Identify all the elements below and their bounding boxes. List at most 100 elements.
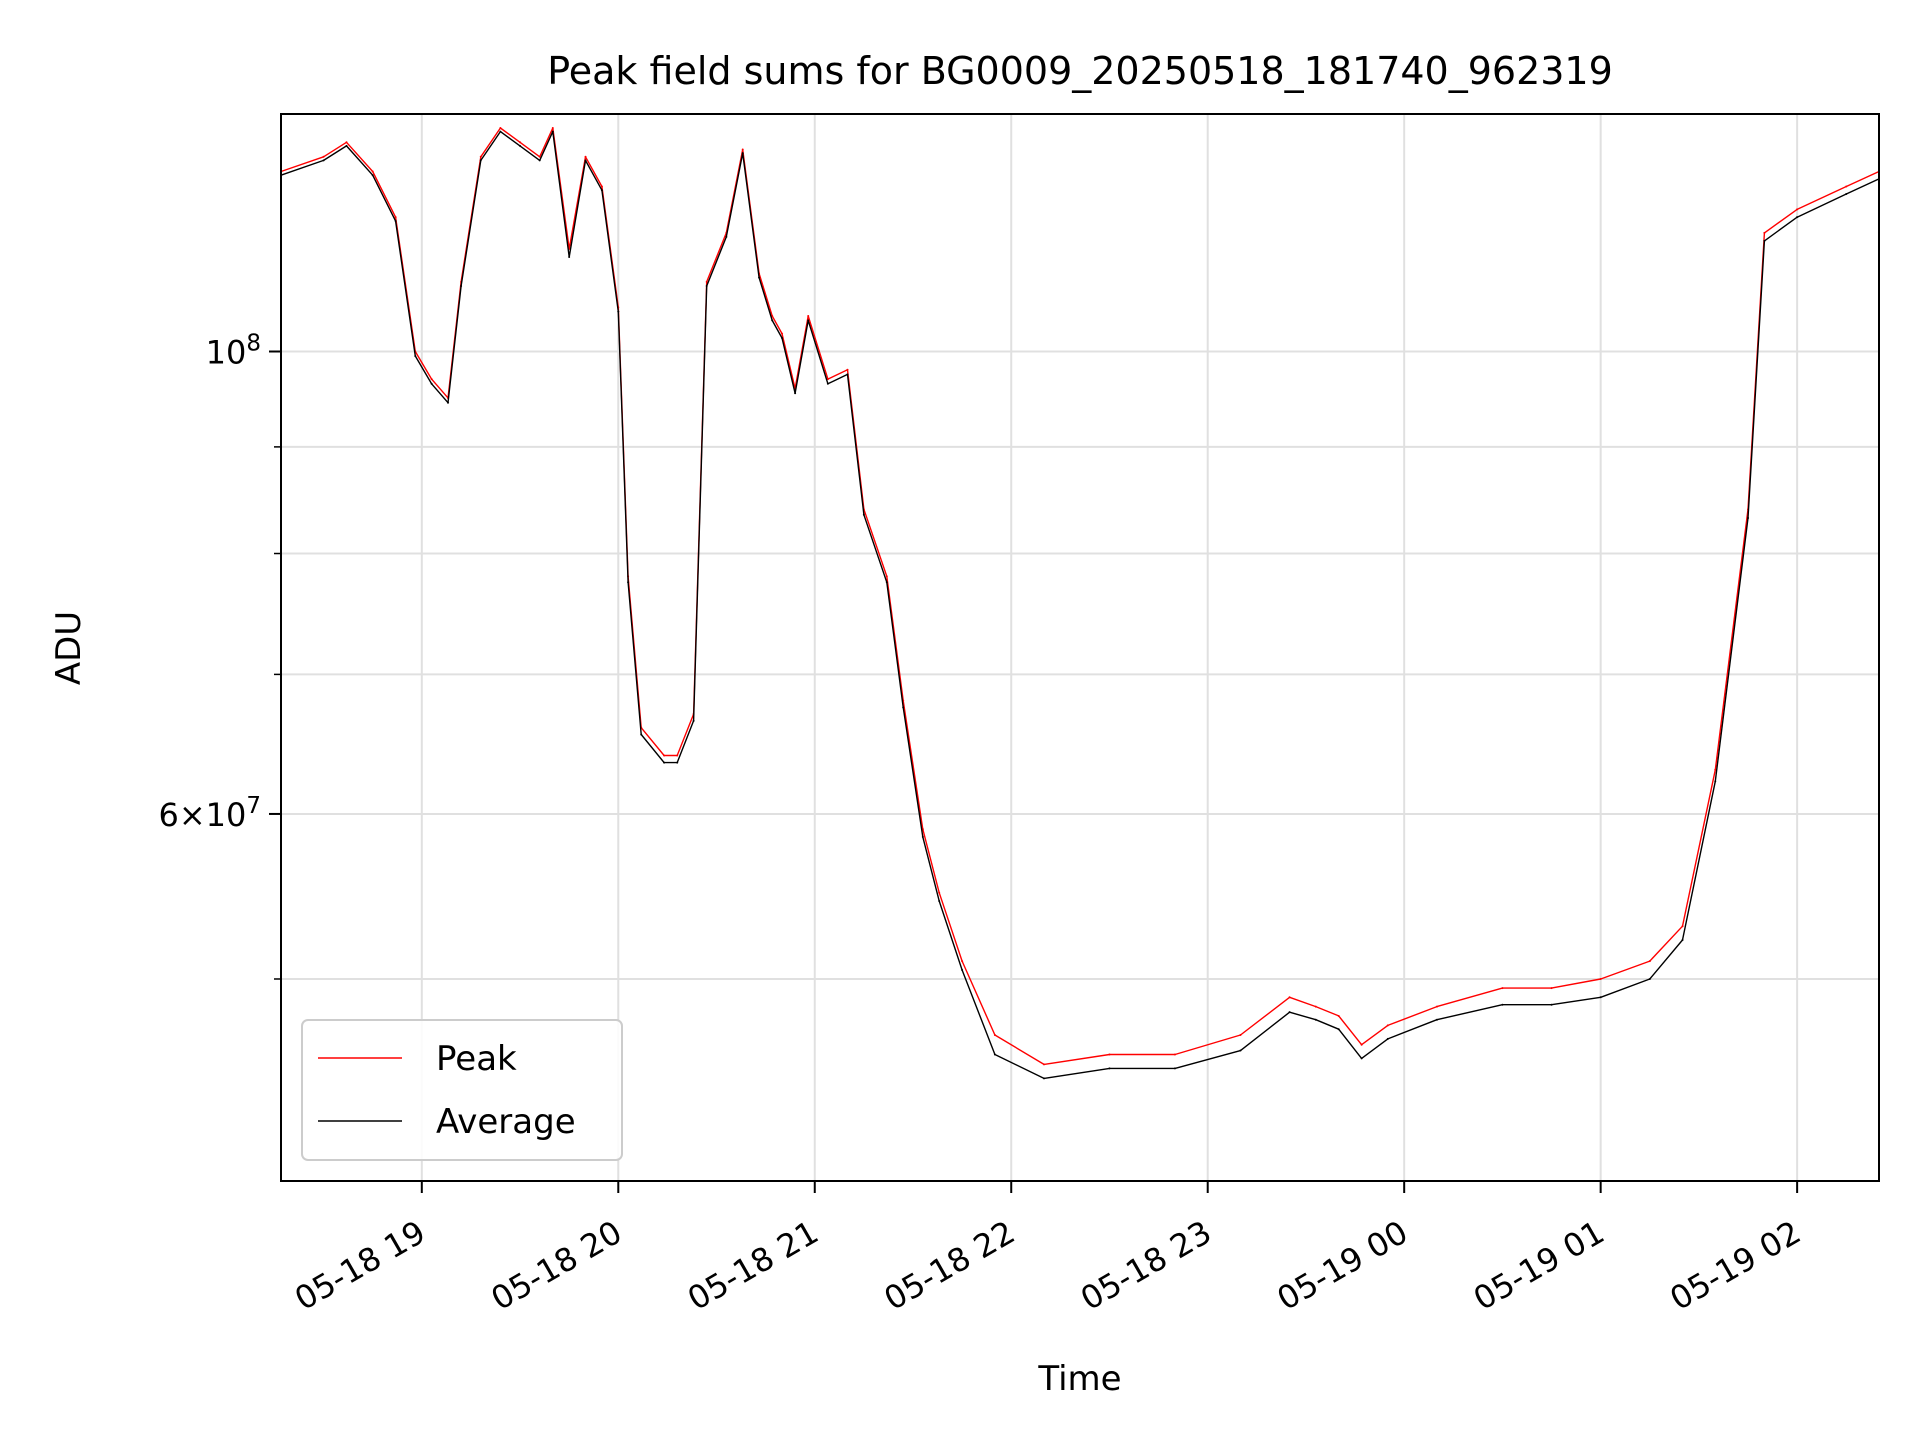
data-point-average <box>1173 1067 1176 1070</box>
data-point-average <box>1386 1037 1389 1040</box>
data-point-average <box>1314 1018 1317 1021</box>
data-point-peak <box>1337 1014 1340 1017</box>
data-point-peak <box>961 960 964 963</box>
data-point-peak <box>600 185 603 188</box>
data-point-peak <box>1108 1053 1111 1056</box>
data-point-peak <box>663 754 666 757</box>
data-point-peak <box>1360 1043 1363 1046</box>
data-point-average <box>938 899 941 902</box>
data-point-average <box>568 256 571 259</box>
data-point-average <box>1288 1011 1291 1014</box>
data-point-average <box>345 144 348 147</box>
data-point-peak <box>826 378 829 381</box>
data-point-average <box>600 189 603 192</box>
data-point-average <box>1239 1049 1242 1052</box>
y-axis-title: ADU <box>49 611 89 685</box>
y-tick-label: 108 <box>206 331 261 372</box>
data-point-average <box>394 220 397 223</box>
data-point-peak <box>938 891 941 894</box>
data-point-average <box>322 159 325 162</box>
legend-label-average: Average <box>436 1102 576 1142</box>
data-point-average <box>371 174 374 177</box>
data-point-average <box>584 159 587 162</box>
data-point-average <box>921 835 924 838</box>
data-point-average <box>640 733 643 736</box>
data-point-peak <box>676 754 679 757</box>
data-point-average <box>826 382 829 385</box>
data-point-peak <box>519 141 522 144</box>
data-point-average <box>538 159 541 162</box>
legend-label-peak: Peak <box>436 1039 517 1079</box>
data-point-average <box>794 392 797 395</box>
data-point-average <box>961 968 964 971</box>
chart-title: Peak field sums for BG0009_20250518_1817… <box>547 49 1613 93</box>
data-point-average <box>1763 239 1766 242</box>
data-point-peak <box>885 575 888 578</box>
data-point-peak <box>1845 185 1848 188</box>
data-point-peak <box>345 141 348 144</box>
data-point-average <box>1599 996 1602 999</box>
data-point-peak <box>1648 960 1651 963</box>
y-axis: 108 6×107 <box>158 331 281 980</box>
data-point-peak <box>1501 987 1504 990</box>
data-point-peak <box>1173 1053 1176 1056</box>
data-point-peak <box>479 155 482 158</box>
data-point-average <box>705 285 708 288</box>
data-point-peak <box>1042 1063 1045 1066</box>
grid <box>281 114 1879 1181</box>
data-point-peak <box>1763 231 1766 234</box>
data-point-average <box>479 159 482 162</box>
data-point-average <box>676 761 679 764</box>
data-point-peak <box>741 148 744 151</box>
data-point-average <box>1747 517 1750 520</box>
data-point-peak <box>499 127 502 130</box>
data-point-peak <box>371 170 374 173</box>
data-point-peak <box>322 155 325 158</box>
data-point-peak <box>993 1034 996 1037</box>
data-point-average <box>627 581 630 584</box>
data-point-average <box>1501 1003 1504 1006</box>
legend-box <box>301 1019 623 1161</box>
data-point-average <box>725 235 728 238</box>
data-point-average <box>1435 1018 1438 1021</box>
data-point-average <box>551 130 554 133</box>
data-point-average <box>1550 1003 1553 1006</box>
plot-frame <box>280 113 1880 1182</box>
data-point-peak <box>1435 1005 1438 1008</box>
data-point-average <box>447 401 450 404</box>
data-point-peak <box>1599 977 1602 980</box>
data-point-average <box>414 355 417 358</box>
data-point-peak <box>705 280 708 283</box>
data-point-average <box>460 285 463 288</box>
data-point-average <box>741 152 744 155</box>
data-point-average <box>692 719 695 722</box>
data-point-peak <box>584 155 587 158</box>
data-point-average <box>1796 216 1799 219</box>
data-point-peak <box>1386 1024 1389 1027</box>
y-tick-label: 6×107 <box>158 793 261 834</box>
data-point-peak <box>1239 1034 1242 1037</box>
data-point-average <box>1337 1028 1340 1031</box>
data-point-average <box>885 581 888 584</box>
data-point-average <box>758 276 761 279</box>
data-point-average <box>1648 977 1651 980</box>
data-point-peak <box>1314 1005 1317 1008</box>
data-point-average <box>499 130 502 133</box>
data-point-average <box>781 337 784 340</box>
data-point-average <box>430 382 433 385</box>
data-point-average <box>862 513 865 516</box>
data-point-peak <box>807 315 810 318</box>
x-axis-title: Time <box>1037 1359 1121 1399</box>
data-point-average <box>771 319 774 322</box>
data-point-average <box>519 144 522 147</box>
data-point-average <box>1845 193 1848 196</box>
data-point-average <box>807 319 810 322</box>
data-point-average <box>846 373 849 376</box>
data-point-peak <box>551 127 554 130</box>
data-point-peak <box>1288 996 1291 999</box>
data-point-average <box>902 706 905 709</box>
data-point-peak <box>1714 768 1717 771</box>
data-point-peak <box>430 378 433 381</box>
